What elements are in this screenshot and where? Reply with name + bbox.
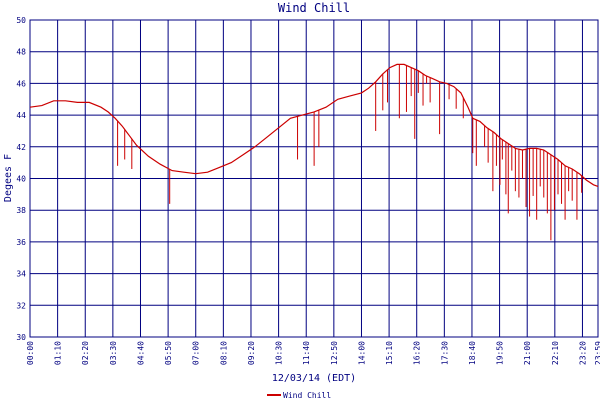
x-tick-label: 02:20: [81, 341, 90, 365]
x-tick-label: 07:00: [192, 341, 201, 365]
y-tick-label: 30: [16, 333, 26, 342]
y-tick-label: 44: [16, 111, 26, 120]
series-wind-chill: [29, 63, 599, 241]
x-tick-label: 23:59: [594, 341, 600, 365]
x-tick-label: 17:30: [440, 341, 449, 365]
legend: Wind Chill: [267, 391, 331, 400]
chart-grid: [29, 19, 599, 338]
x-tick-label: 15:10: [385, 341, 394, 365]
x-tick-label: 12:50: [330, 341, 339, 365]
x-tick-label: 16:20: [413, 341, 422, 365]
y-tick-label: 38: [16, 206, 26, 215]
x-axis-label: 12/03/14 (EDT): [272, 373, 356, 384]
x-tick-label: 18:40: [468, 341, 477, 365]
x-tick-label: 01:10: [54, 341, 63, 365]
x-tick-label: 05:50: [164, 341, 173, 365]
legend-label-wind-chill: Wind Chill: [283, 391, 331, 400]
x-tick-label: 14:00: [357, 341, 366, 365]
y-tick-label: 50: [16, 16, 26, 25]
x-tick-label: 11:40: [302, 341, 311, 365]
x-tick-label: 08:10: [219, 341, 228, 365]
y-tick-label: 34: [16, 270, 26, 279]
y-tick-label: 42: [16, 143, 26, 152]
x-axis-ticks: 00:00 01:10 02:20 03:30 04:40 05:50 07:00 08:10…: [26, 341, 600, 365]
y-axis-ticks: 30 32 34 36 38 40 42 44 46 48 50: [16, 16, 26, 342]
x-tick-label: 09:20: [247, 341, 256, 365]
y-axis-label: Degees F: [3, 154, 14, 202]
y-tick-label: 40: [16, 175, 26, 184]
x-tick-label: 23:20: [578, 341, 587, 365]
x-tick-label: 03:30: [109, 341, 118, 365]
x-tick-label: 10:30: [275, 341, 284, 365]
x-tick-label: 21:00: [523, 341, 532, 365]
y-tick-label: 48: [16, 48, 26, 57]
chart-title: Wind Chill: [278, 1, 350, 15]
x-tick-label: 19:50: [496, 341, 505, 365]
x-tick-label: 22:10: [551, 341, 560, 365]
y-tick-label: 32: [16, 301, 26, 310]
y-tick-label: 46: [16, 79, 26, 88]
x-tick-label: 04:40: [136, 341, 145, 365]
y-tick-label: 36: [16, 238, 26, 247]
series-line: [29, 63, 599, 187]
x-tick-label: 00:00: [26, 341, 35, 365]
